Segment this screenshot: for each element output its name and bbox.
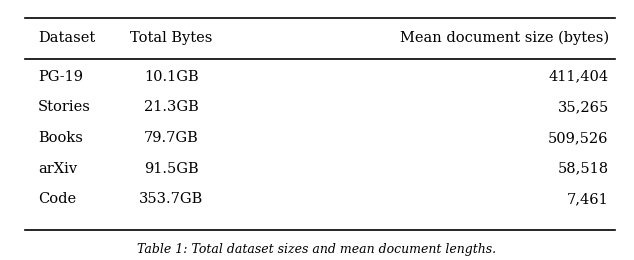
Text: 10.1GB: 10.1GB [144, 70, 198, 84]
Text: arXiv: arXiv [38, 162, 77, 176]
Text: 353.7GB: 353.7GB [139, 192, 204, 206]
Text: Stories: Stories [38, 100, 91, 114]
Text: PG-19: PG-19 [38, 70, 83, 84]
Text: 509,526: 509,526 [548, 131, 609, 145]
Text: 58,518: 58,518 [557, 162, 609, 176]
Text: Total Bytes: Total Bytes [130, 31, 212, 45]
Text: 21.3GB: 21.3GB [144, 100, 198, 114]
Text: Books: Books [38, 131, 83, 145]
Text: Dataset: Dataset [38, 31, 95, 45]
Text: 91.5GB: 91.5GB [144, 162, 198, 176]
Text: 35,265: 35,265 [557, 100, 609, 114]
Text: 411,404: 411,404 [548, 70, 609, 84]
Text: 7,461: 7,461 [567, 192, 609, 206]
Text: Table 1: Total dataset sizes and mean document lengths.: Table 1: Total dataset sizes and mean do… [138, 243, 496, 256]
Text: Mean document size (bytes): Mean document size (bytes) [399, 30, 609, 45]
Text: Code: Code [38, 192, 76, 206]
Text: 79.7GB: 79.7GB [144, 131, 198, 145]
